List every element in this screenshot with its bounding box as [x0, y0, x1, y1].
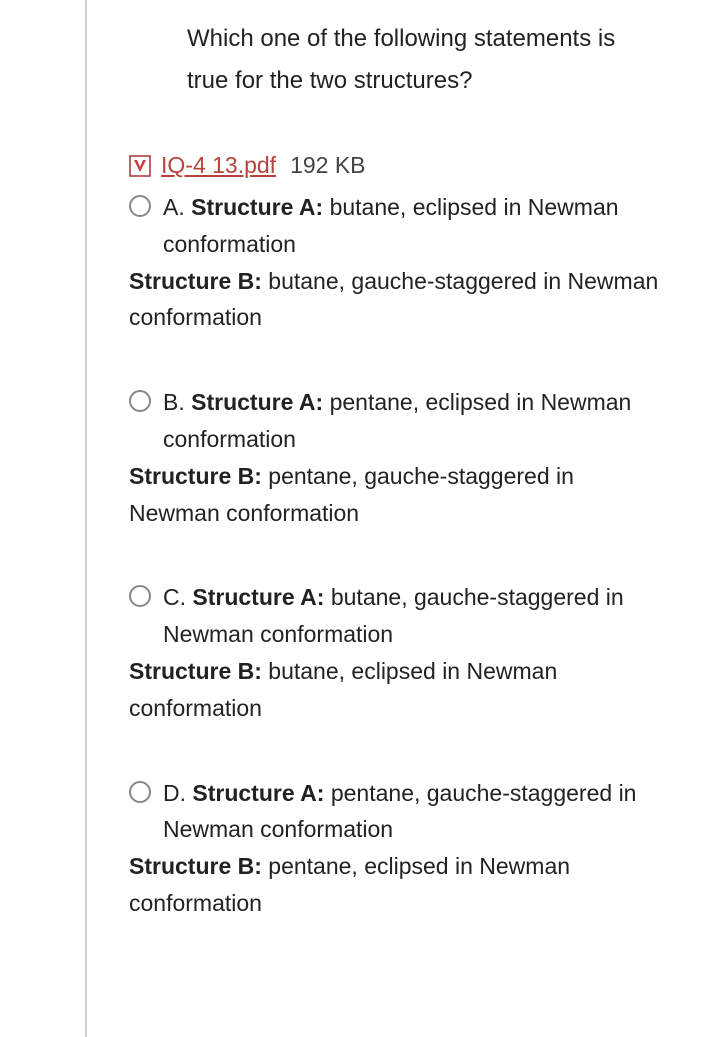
radio-option-c[interactable] — [129, 585, 151, 607]
option-b-text: B. Structure A: pentane, eclipsed in New… — [163, 384, 660, 458]
attachment-size: 192 KB — [290, 152, 365, 179]
pdf-icon — [129, 155, 151, 177]
option-a: A. Structure A: butane, eclipsed in Newm… — [87, 189, 660, 336]
option-c: C. Structure A: butane, gauche-staggered… — [87, 579, 660, 726]
structure-label: Structure B: — [129, 268, 262, 294]
option-b-continuation: Structure B: pentane, gauche-staggered i… — [129, 458, 660, 532]
option-letter: C. — [163, 584, 186, 610]
option-c-text: C. Structure A: butane, gauche-staggered… — [163, 579, 660, 653]
structure-label: Structure B: — [129, 853, 262, 879]
attachment-link[interactable]: IQ-4 13.pdf — [161, 152, 276, 179]
option-letter: A. — [163, 194, 185, 220]
attachment-row: IQ-4 13.pdf 192 KB — [87, 152, 660, 179]
option-d: D. Structure A: pentane, gauche-staggere… — [87, 775, 660, 922]
structure-label: Structure B: — [129, 658, 262, 684]
structure-label: Structure A: — [191, 389, 323, 415]
option-b: B. Structure A: pentane, eclipsed in New… — [87, 384, 660, 531]
structure-label: Structure A: — [192, 584, 324, 610]
radio-option-a[interactable] — [129, 195, 151, 217]
option-a-continuation: Structure B: butane, gauche-staggered in… — [129, 263, 660, 337]
question-container: Which one of the following statements is… — [85, 0, 720, 1037]
option-a-text: A. Structure A: butane, eclipsed in Newm… — [163, 189, 660, 263]
structure-label: Structure A: — [192, 780, 324, 806]
option-letter: D. — [163, 780, 186, 806]
option-c-continuation: Structure B: butane, eclipsed in Newman … — [129, 653, 660, 727]
structure-label: Structure A: — [191, 194, 323, 220]
radio-option-b[interactable] — [129, 390, 151, 412]
option-d-continuation: Structure B: pentane, eclipsed in Newman… — [129, 848, 660, 922]
question-prompt: Which one of the following statements is… — [87, 0, 660, 152]
option-d-text: D. Structure A: pentane, gauche-staggere… — [163, 775, 660, 849]
option-letter: B. — [163, 389, 185, 415]
structure-label: Structure B: — [129, 463, 262, 489]
radio-option-d[interactable] — [129, 781, 151, 803]
